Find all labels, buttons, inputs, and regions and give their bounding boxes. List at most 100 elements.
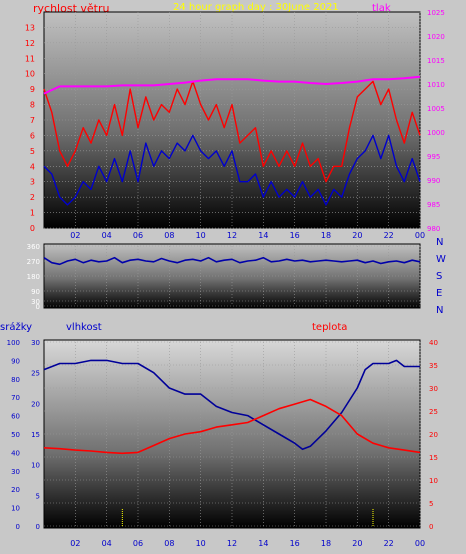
x-tick-label: 02 — [70, 539, 80, 548]
temperature-y-tick-label: 5 — [429, 500, 433, 508]
x-tick-label: 14 — [258, 539, 268, 548]
x-tick-label: 12 — [227, 539, 237, 548]
chart-title: 24 hour graph day : 30June 2021 — [173, 2, 339, 13]
x-tick-label: 14 — [258, 231, 268, 240]
wind-y-tick-label: 7 — [30, 116, 35, 125]
compass-label: S — [436, 271, 442, 282]
humidity-axis-label: vlhkost — [66, 322, 102, 333]
x-tick-label: 00 — [415, 539, 425, 548]
pressure-y-tick-label: 1025 — [427, 9, 445, 17]
bottom-series — [43, 359, 421, 526]
rain-y-tick-label: 60 — [11, 413, 20, 421]
direction-y-tick-label: 0 — [36, 303, 40, 311]
direction-y-tick-label: 180 — [27, 273, 40, 281]
temperature-y-tick-label: 0 — [429, 523, 433, 531]
rain-humidity-temp-plot-area — [43, 339, 421, 529]
rain-y-tick-label: 20 — [11, 486, 20, 494]
wind-y-tick-label: 1 — [30, 209, 35, 218]
rain-y-tick-label: 100 — [7, 339, 20, 347]
wind-y-tick-label: 2 — [30, 193, 35, 202]
rain-axis-label: srážky — [0, 321, 32, 333]
humidity-y-tick-label: 5 — [36, 492, 40, 500]
wind-y-tick-label: 4 — [30, 162, 35, 171]
temperature-line — [43, 398, 421, 455]
wind-pressure-grid — [44, 12, 421, 229]
x-tick-label: 08 — [164, 539, 174, 548]
wind-y-tick-label: 5 — [30, 147, 35, 156]
wind-direction-grid — [44, 245, 421, 307]
humidity-y-tick-label: 25 — [31, 370, 40, 378]
temperature-axis-label: teplota — [312, 322, 347, 333]
x-tick-label: 12 — [227, 231, 237, 240]
bottom-x-axis: 02 04 06 08 10 12 14 16 18 20 22 00 — [70, 539, 425, 548]
wind-y-tick-label: 0 — [30, 224, 35, 233]
direction-line — [43, 256, 421, 266]
wind-y-tick-label: 10 — [25, 70, 35, 79]
x-tick-label: 22 — [384, 539, 394, 548]
direction-y-tick-label: 360 — [27, 243, 40, 251]
pressure-y-tick-label: 1015 — [427, 57, 445, 65]
humidity-y-tick-label: 15 — [31, 431, 40, 439]
humidity-y-axis: 0 5 10 15 20 25 30 — [31, 339, 40, 531]
humidity-y-tick-label: 10 — [31, 462, 40, 470]
wind-line — [43, 134, 421, 206]
pressure-line — [43, 75, 421, 95]
x-tick-label: 22 — [384, 231, 394, 240]
compass-label: W — [436, 254, 446, 265]
rain-y-tick-label: 30 — [11, 468, 20, 476]
wind-y-tick-label: 9 — [30, 85, 35, 94]
temperature-y-tick-label: 15 — [429, 454, 438, 462]
temperature-y-tick-label: 35 — [429, 362, 438, 370]
x-tick-label: 04 — [102, 231, 112, 240]
pressure-y-tick-label: 995 — [427, 153, 440, 161]
humidity-y-tick-label: 30 — [31, 339, 40, 347]
wind-x-axis: 02 04 06 08 10 12 14 16 18 20 22 00 — [70, 231, 425, 240]
wind-y-tick-label: 6 — [30, 131, 35, 140]
pressure-y-axis: 980 985 990 995 1000 1005 1010 1015 1020 1025 — [427, 9, 445, 233]
x-tick-label: 16 — [290, 539, 300, 548]
x-tick-label: 20 — [352, 231, 362, 240]
rain-y-axis: 0 10 20 30 40 50 60 70 80 90 100 — [7, 339, 20, 531]
temperature-y-tick-label: 40 — [429, 339, 438, 347]
temperature-y-axis: 0 5 10 15 20 25 30 35 40 — [429, 339, 438, 531]
x-tick-label: 06 — [133, 539, 143, 548]
direction-y-axis: 030 90 180 270 360 — [27, 243, 40, 311]
direction-y-tick-label: 90 — [31, 288, 40, 296]
wind-y-tick-label: 8 — [30, 101, 35, 110]
temperature-y-tick-label: 30 — [429, 385, 438, 393]
x-tick-label: 10 — [196, 231, 206, 240]
rain-y-tick-label: 0 — [16, 523, 20, 531]
rain-y-tick-label: 50 — [11, 431, 20, 439]
compass-label: E — [436, 288, 442, 299]
pressure-y-tick-label: 1005 — [427, 105, 445, 113]
humidity-y-tick-label: 20 — [31, 400, 40, 408]
wind-y-tick-label: 3 — [30, 178, 35, 187]
rain-y-tick-label: 70 — [11, 394, 20, 402]
x-tick-label: 18 — [321, 539, 331, 548]
x-tick-label: 04 — [102, 539, 112, 548]
x-tick-label: 06 — [133, 231, 143, 240]
x-tick-label: 18 — [321, 231, 331, 240]
header-right-label: tlak — [372, 3, 391, 14]
pressure-y-tick-label: 980 — [427, 225, 440, 233]
x-tick-label: 00 — [415, 231, 425, 240]
wind-y-tick-label: 11 — [25, 54, 35, 63]
pressure-y-tick-label: 1000 — [427, 129, 445, 137]
humidity-line — [43, 359, 420, 451]
x-tick-label: 10 — [196, 539, 206, 548]
x-tick-label: 20 — [352, 539, 362, 548]
rain-y-tick-label: 40 — [11, 449, 20, 457]
bottom-grid — [44, 341, 421, 527]
temperature-y-tick-label: 20 — [429, 431, 438, 439]
rain-y-tick-label: 80 — [11, 376, 20, 384]
pressure-y-tick-label: 1020 — [427, 33, 445, 41]
pressure-y-tick-label: 990 — [427, 177, 440, 185]
compass-label: N — [436, 305, 443, 316]
pressure-y-tick-label: 1010 — [427, 81, 445, 89]
humidity-y-tick-label: 0 — [36, 523, 40, 531]
rain-y-tick-label: 10 — [11, 505, 20, 513]
x-tick-label: 02 — [70, 231, 80, 240]
